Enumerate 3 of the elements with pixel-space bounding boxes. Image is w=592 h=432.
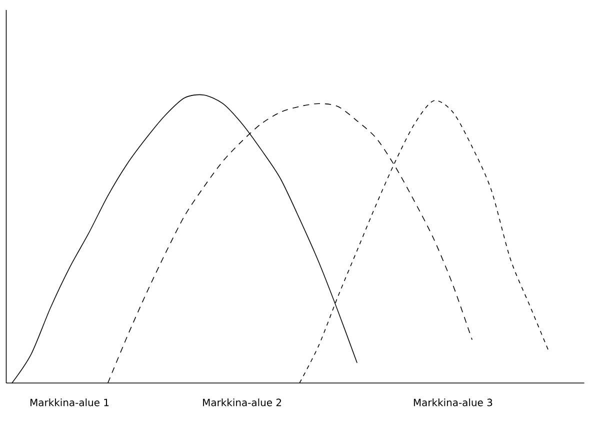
x-tick-label: Markkina-alue 1 xyxy=(30,398,109,406)
x-tick-label: Markkina-alue 3 xyxy=(414,398,492,406)
x-tick-label: Markkina-alue 2 xyxy=(203,398,282,406)
